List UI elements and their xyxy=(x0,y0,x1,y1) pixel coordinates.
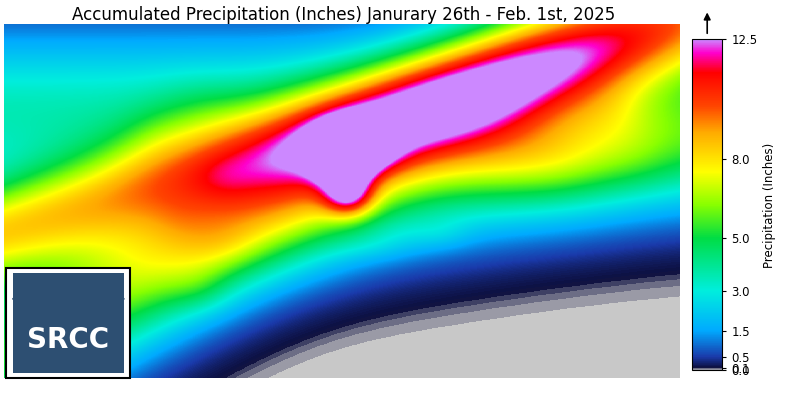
Text: Accumulated Precipitation (Inches) Janurary 26th - Feb. 1st, 2025: Accumulated Precipitation (Inches) Janur… xyxy=(72,6,616,24)
Polygon shape xyxy=(99,292,124,307)
Y-axis label: Precipitation (Inches): Precipitation (Inches) xyxy=(763,142,776,268)
Polygon shape xyxy=(25,277,106,323)
Polygon shape xyxy=(13,292,38,307)
Text: SRCC: SRCC xyxy=(27,325,110,354)
